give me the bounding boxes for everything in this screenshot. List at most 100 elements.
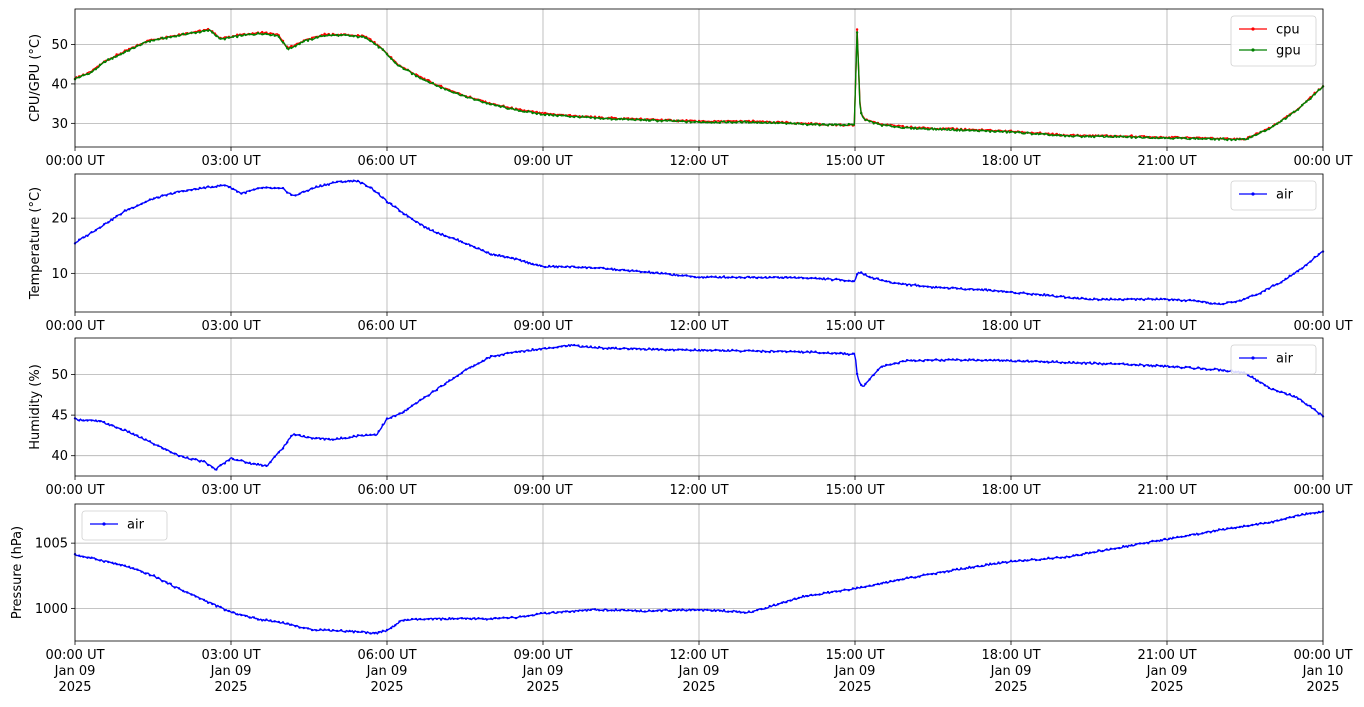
data-point (211, 602, 214, 606)
data-point (431, 390, 434, 393)
data-point (464, 617, 468, 620)
data-point (1197, 366, 1200, 369)
data-point (897, 362, 900, 365)
data-point (860, 585, 863, 589)
data-point (1184, 137, 1187, 140)
data-point (643, 270, 647, 274)
data-point (751, 610, 755, 613)
data-point (1259, 131, 1262, 134)
data-point (560, 345, 563, 348)
data-point (223, 462, 226, 465)
data-point (548, 612, 551, 615)
data-point (290, 434, 293, 438)
data-point (136, 44, 139, 47)
data-point (926, 573, 929, 576)
data-point (82, 74, 85, 77)
data-point (731, 121, 734, 124)
data-point (1151, 298, 1154, 301)
data-point (1222, 302, 1225, 306)
data-point (997, 290, 1000, 293)
data-point (689, 609, 692, 612)
data-point (252, 33, 256, 36)
data-point (764, 121, 767, 124)
data-point (265, 464, 268, 468)
data-point (1238, 525, 1242, 529)
data-point (1105, 548, 1108, 551)
data-point (631, 609, 634, 612)
data-point (764, 350, 767, 353)
data-point (564, 610, 568, 613)
x-tick-label: 00:00 UT (1293, 483, 1352, 498)
data-point (340, 629, 343, 632)
data-point (743, 611, 746, 614)
data-point (1113, 134, 1117, 138)
data-point (1251, 375, 1254, 378)
data-point (107, 422, 110, 426)
data-point (1122, 298, 1125, 302)
data-point (781, 601, 784, 604)
data-point (1201, 137, 1204, 141)
data-point (801, 351, 805, 354)
data-point (806, 594, 809, 598)
data-point (539, 348, 543, 351)
data-point (198, 597, 201, 600)
data-point (1263, 289, 1267, 293)
data-point (107, 58, 110, 61)
data-point (414, 220, 418, 224)
x-tick-label: 00:00 UT Jan 10 2025 (1293, 648, 1352, 695)
data-point (1138, 135, 1142, 139)
x-tick-label: 12:00 UT Jan 09 2025 (669, 648, 728, 695)
data-point (810, 276, 813, 280)
data-point (930, 286, 934, 289)
data-point (1093, 135, 1096, 139)
data-point (610, 267, 613, 270)
data-point (914, 576, 917, 579)
data-point (1076, 296, 1079, 300)
data-point (1180, 137, 1183, 140)
data-point (136, 204, 139, 207)
data-point (543, 611, 547, 614)
data-point (448, 379, 451, 382)
data-point (269, 32, 272, 35)
data-point (340, 436, 343, 439)
data-point (1072, 135, 1075, 138)
data-point (556, 346, 559, 349)
data-point (1197, 137, 1200, 140)
data-point (573, 343, 576, 347)
data-point (589, 266, 592, 269)
data-point (677, 608, 680, 611)
data-point (860, 383, 863, 387)
data-point (814, 123, 817, 126)
data-point (227, 609, 231, 613)
data-point (989, 562, 992, 565)
data-point (223, 609, 226, 612)
data-point (864, 585, 867, 589)
data-point (934, 358, 938, 361)
data-point (1030, 133, 1034, 136)
data-point (560, 265, 563, 268)
data-point (331, 438, 335, 441)
data-point (643, 118, 647, 121)
data-point (1176, 136, 1179, 139)
data-point (577, 609, 580, 613)
data-point (789, 349, 792, 353)
data-point (169, 451, 172, 454)
data-point (115, 214, 118, 218)
data-point (826, 277, 830, 280)
data-point (851, 352, 855, 355)
data-point (182, 589, 185, 593)
data-point (202, 29, 206, 33)
data-point (298, 433, 301, 437)
data-point (785, 350, 788, 354)
data-point (893, 579, 896, 582)
data-point (1222, 369, 1225, 372)
data-point (1271, 124, 1275, 128)
data-point (656, 120, 659, 123)
data-point (835, 352, 838, 355)
data-point (1159, 297, 1163, 300)
data-point (277, 451, 280, 454)
data-point (739, 120, 742, 124)
data-point (731, 610, 734, 613)
data-point (1201, 532, 1204, 535)
data-point (1118, 298, 1121, 301)
